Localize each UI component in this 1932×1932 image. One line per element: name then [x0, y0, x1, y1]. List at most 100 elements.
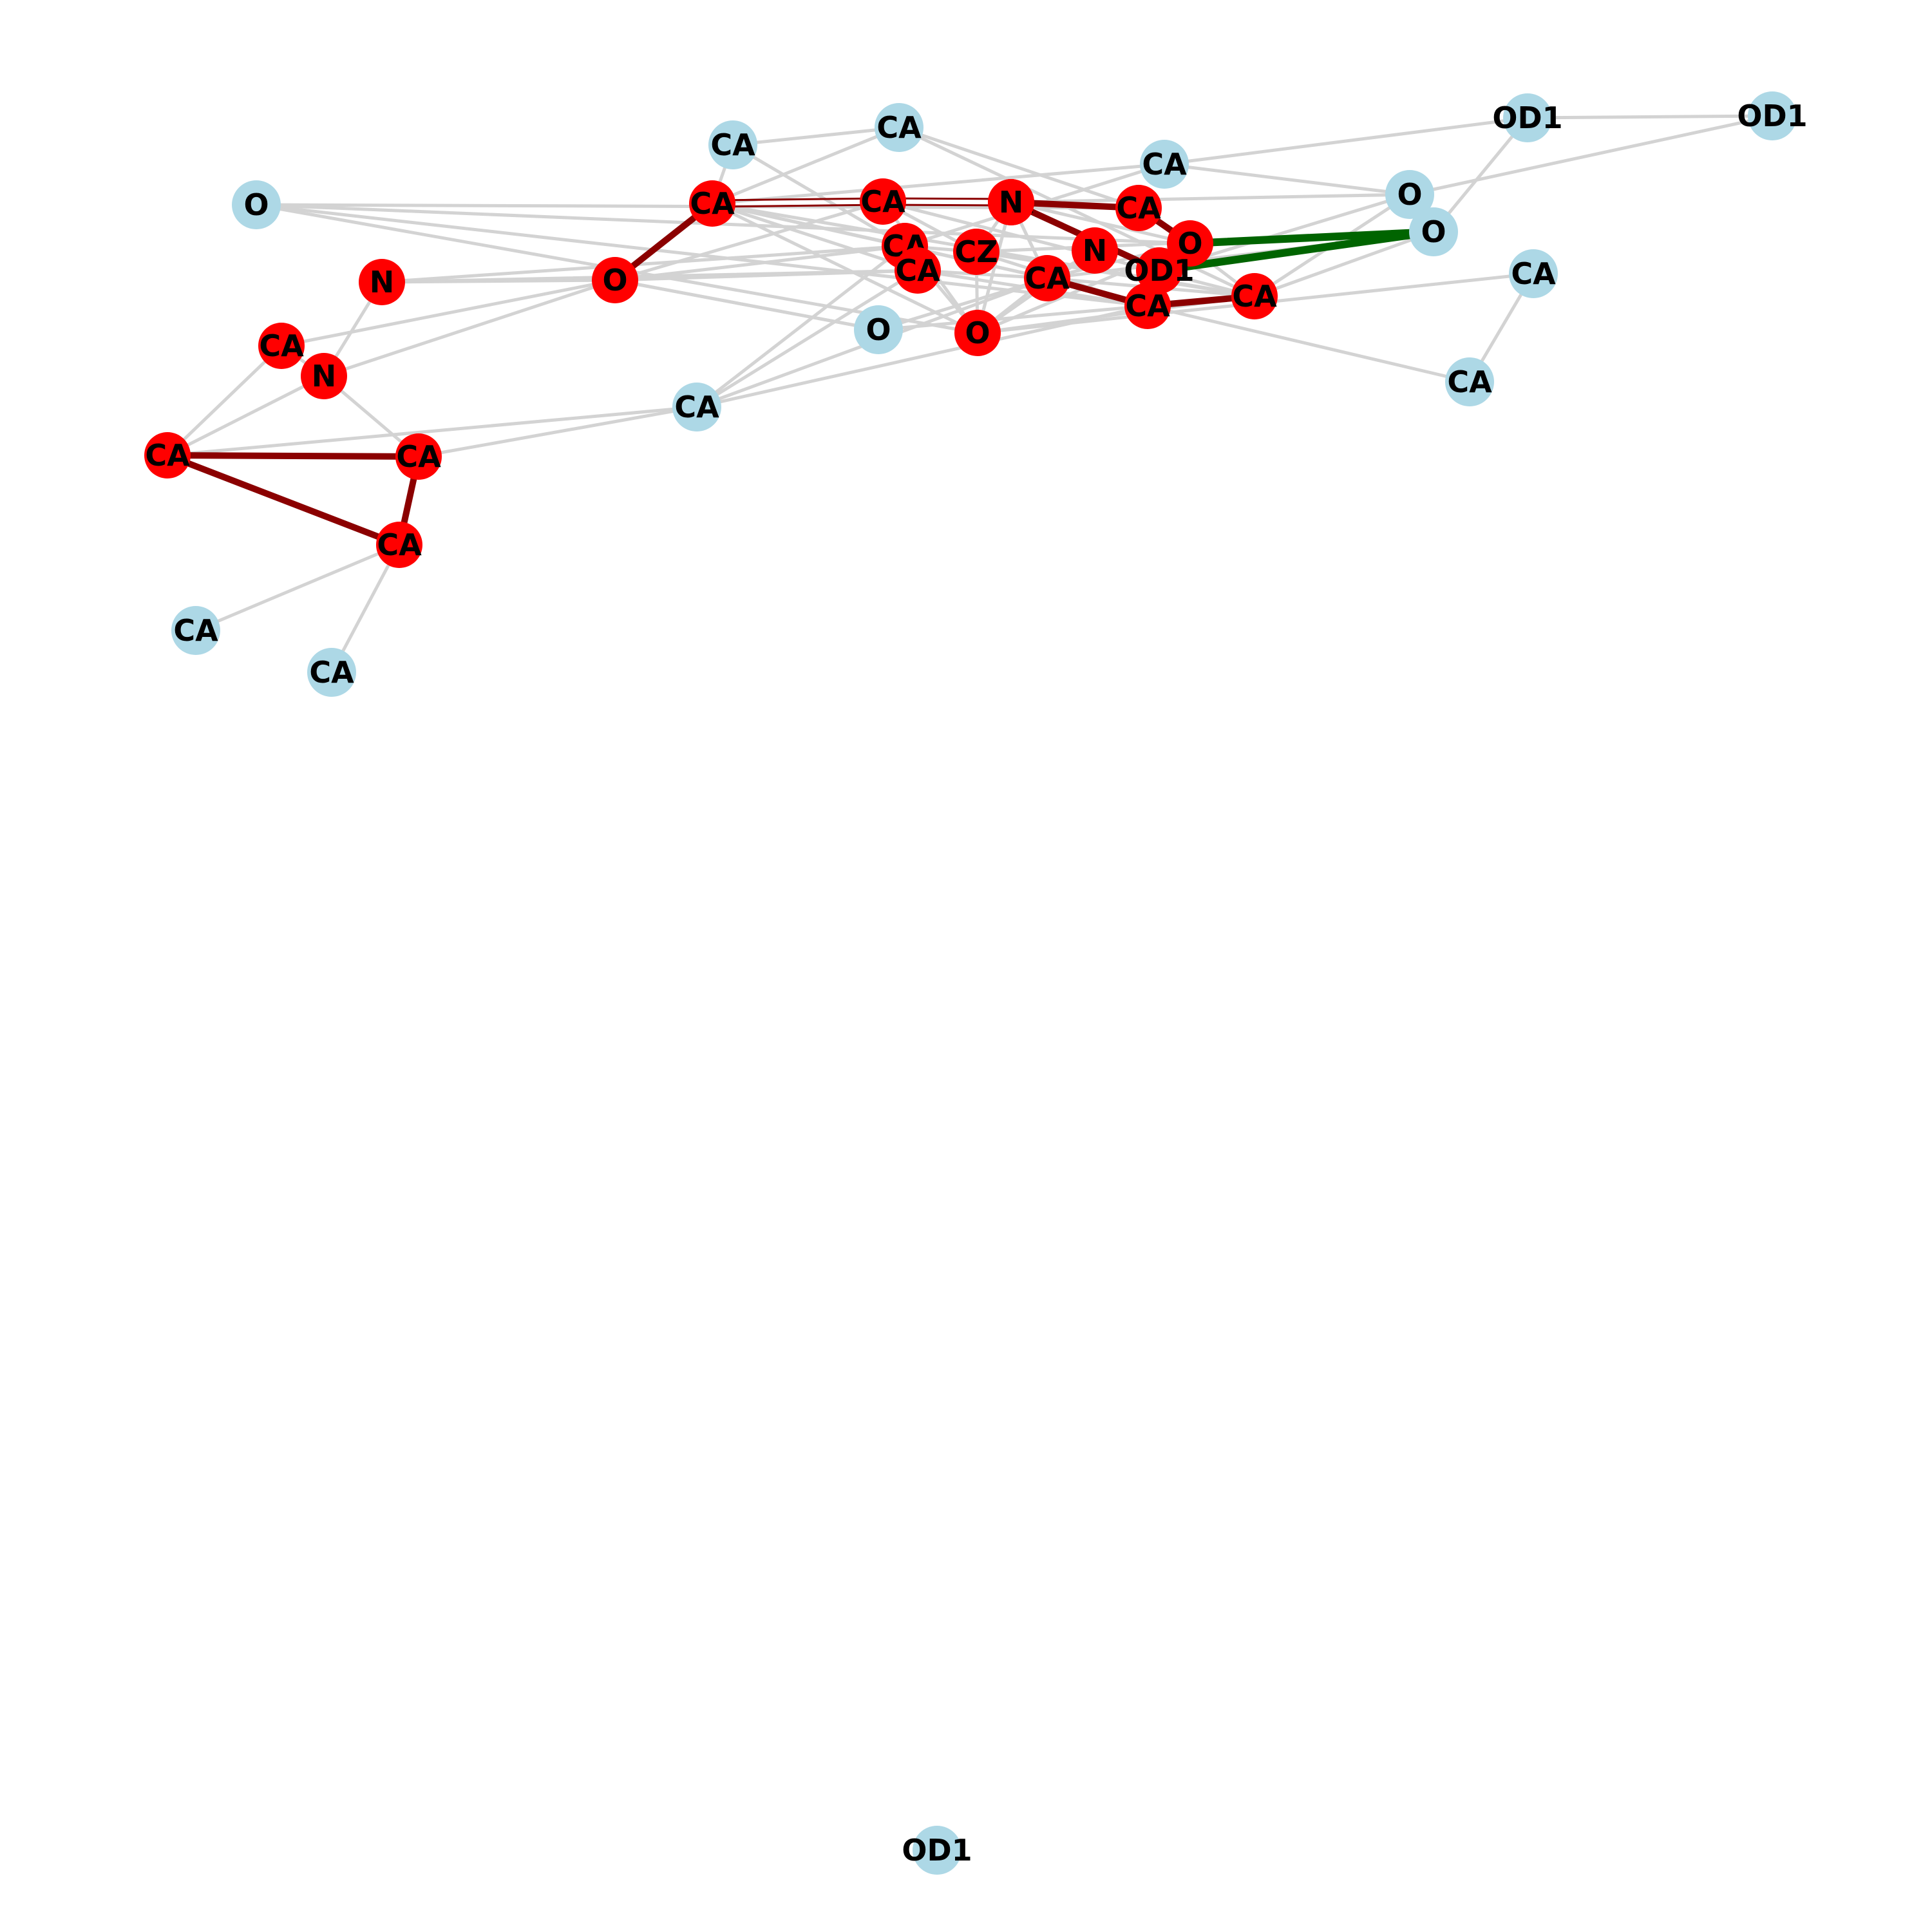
- graph-node: CA: [171, 606, 220, 655]
- graph-node: CA: [1140, 140, 1189, 189]
- highlighted-node: CA: [258, 323, 305, 369]
- edges-layer: [164, 114, 1774, 674]
- node-label: CA: [674, 390, 719, 424]
- node-label: CA: [1125, 289, 1170, 323]
- graph-edge: [1526, 114, 1774, 120]
- graph-edge: [254, 203, 1192, 245]
- node-label: CA: [173, 613, 218, 648]
- node-label: CA: [377, 527, 422, 562]
- graph-edge: [1155, 228, 1437, 274]
- graph-node: CA: [672, 383, 721, 431]
- node-circle: [1024, 255, 1070, 301]
- node-circle: [171, 606, 220, 655]
- highlighted-node: CA: [1024, 255, 1070, 301]
- graph-edge: [881, 200, 1256, 298]
- node-circle: [1072, 227, 1118, 274]
- node-circle: [1503, 93, 1552, 142]
- graph-edge: [695, 304, 1150, 409]
- node-label: O: [1421, 214, 1446, 249]
- graph-edge: [711, 197, 884, 202]
- node-label: CA: [1025, 261, 1070, 296]
- node-label: O: [1397, 177, 1422, 212]
- graph-edge: [380, 244, 907, 284]
- graph-edge: [1253, 230, 1435, 298]
- node-label: OD1: [1124, 253, 1194, 288]
- node-circle: [307, 648, 356, 697]
- graph-edge: [279, 278, 617, 348]
- node-label: CA: [1116, 191, 1161, 225]
- highlighted-node: CA: [1124, 283, 1171, 329]
- node-circle: [1140, 140, 1189, 189]
- node-circle: [689, 180, 735, 227]
- node-circle: [359, 259, 405, 305]
- graph-edge: [194, 543, 401, 632]
- graph-edge: [417, 405, 699, 459]
- node-label: CA: [876, 110, 922, 145]
- node-circle: [258, 323, 305, 369]
- graph-node: CA: [708, 120, 757, 169]
- highlighted-node: N: [359, 259, 405, 305]
- node-circle: [1231, 273, 1278, 319]
- node-circle: [860, 178, 906, 225]
- graph-edge: [1162, 116, 1530, 166]
- node-label: CA: [1232, 279, 1277, 314]
- node-circle: [1115, 185, 1162, 231]
- node-circle: [395, 433, 442, 480]
- graph-edge: [1162, 162, 1412, 196]
- graph-edge: [897, 126, 1141, 210]
- node-circle: [376, 522, 422, 568]
- graph-edge: [1009, 193, 1412, 204]
- highlighted-node: CA: [376, 522, 422, 568]
- node-label: CA: [396, 439, 441, 474]
- graph-node: OD1: [902, 1826, 972, 1875]
- node-circle: [672, 383, 721, 431]
- graph-edge: [613, 278, 880, 332]
- node-circle: [953, 229, 999, 275]
- node-label: N: [1083, 233, 1108, 268]
- node-circle: [592, 257, 638, 303]
- node-label: CA: [1447, 365, 1492, 399]
- node-label: N: [312, 359, 337, 393]
- node-label: CA: [895, 253, 940, 288]
- graph-edge: [166, 374, 326, 457]
- node-label: O: [602, 263, 627, 298]
- graph-edge: [876, 304, 1150, 332]
- node-label: O: [1177, 226, 1202, 261]
- node-label: OD1: [1492, 100, 1562, 135]
- node-circle: [1409, 207, 1458, 256]
- node-label: CA: [710, 128, 755, 162]
- node-circle: [1748, 91, 1797, 140]
- node-circle: [1136, 247, 1182, 294]
- graph-node: O: [854, 305, 903, 354]
- highlighted-node: N: [301, 353, 347, 399]
- graph-edge: [164, 452, 422, 460]
- node-label: CA: [145, 438, 190, 473]
- graph-edge: [731, 126, 901, 147]
- node-circle: [954, 310, 1001, 356]
- graph-node: CA: [307, 648, 356, 697]
- graph-node: O: [1385, 170, 1434, 219]
- node-circle: [1445, 357, 1494, 406]
- node-circle: [895, 247, 941, 294]
- graph-node: O: [232, 180, 281, 229]
- node-circle: [1167, 220, 1213, 267]
- highlighted-node: CA: [144, 432, 191, 478]
- node-circle: [1509, 249, 1558, 298]
- graph-edge: [1432, 116, 1530, 234]
- node-label: CA: [860, 184, 905, 219]
- highlighted-node: O: [592, 257, 638, 303]
- node-label: OD1: [1737, 99, 1807, 133]
- node-label: CZ: [954, 234, 998, 269]
- node-circle: [708, 120, 757, 169]
- highlighted-node: O: [1167, 220, 1213, 267]
- highlighted-node: CA: [395, 433, 442, 480]
- highlighted-node: CA: [895, 247, 941, 294]
- graph-edge: [710, 202, 920, 272]
- graph-node: O: [1409, 207, 1458, 256]
- graph-edge: [1146, 304, 1472, 384]
- graph-edge: [695, 269, 920, 409]
- graph-edge: [166, 405, 699, 457]
- highlighted-node: CA: [689, 180, 735, 227]
- graph-edge: [1009, 200, 1192, 245]
